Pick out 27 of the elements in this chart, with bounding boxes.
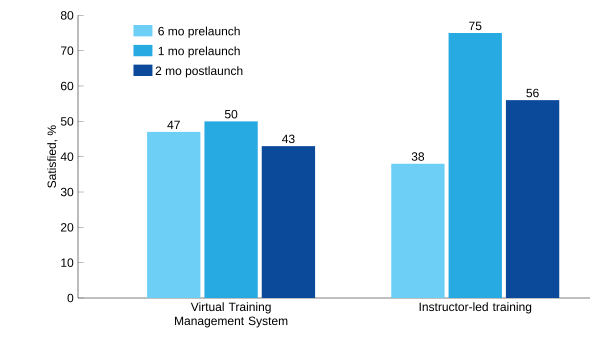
x-tick-label: Instructor-led training: [420, 302, 532, 314]
bar: [448, 33, 502, 298]
data-label: 56: [526, 88, 539, 98]
y-tick-label: 40: [60, 152, 74, 161]
y-tick-label: 10: [61, 258, 74, 267]
data-label: 38: [412, 152, 424, 161]
x-tick-label: Virtual Training Management System: [175, 302, 288, 328]
bar: [506, 100, 560, 298]
legend-label: 2 mo postlaunch: [156, 66, 242, 78]
y-axis-title: Satisfied, %: [47, 125, 58, 188]
legend-label: 6 mo prelaunch: [158, 26, 240, 38]
data-label: 50: [224, 110, 238, 118]
y-tick-label: 50: [60, 117, 74, 126]
data-label: 43: [282, 134, 295, 144]
bar: [391, 164, 445, 298]
y-tick-label: 70: [60, 46, 74, 55]
legend-label: 1 mo prelaunch: [158, 46, 240, 58]
bar: [204, 121, 258, 298]
y-tick-label: 20: [60, 223, 74, 232]
y-tick-label: 80: [60, 11, 74, 20]
bar: [147, 132, 200, 298]
y-tick-label: 30: [60, 188, 74, 196]
bar: [262, 146, 316, 298]
data-label: 47: [167, 120, 180, 129]
y-tick-label: 0: [68, 294, 74, 302]
data-label: 75: [469, 22, 482, 30]
y-tick-label: 60: [60, 82, 74, 90]
